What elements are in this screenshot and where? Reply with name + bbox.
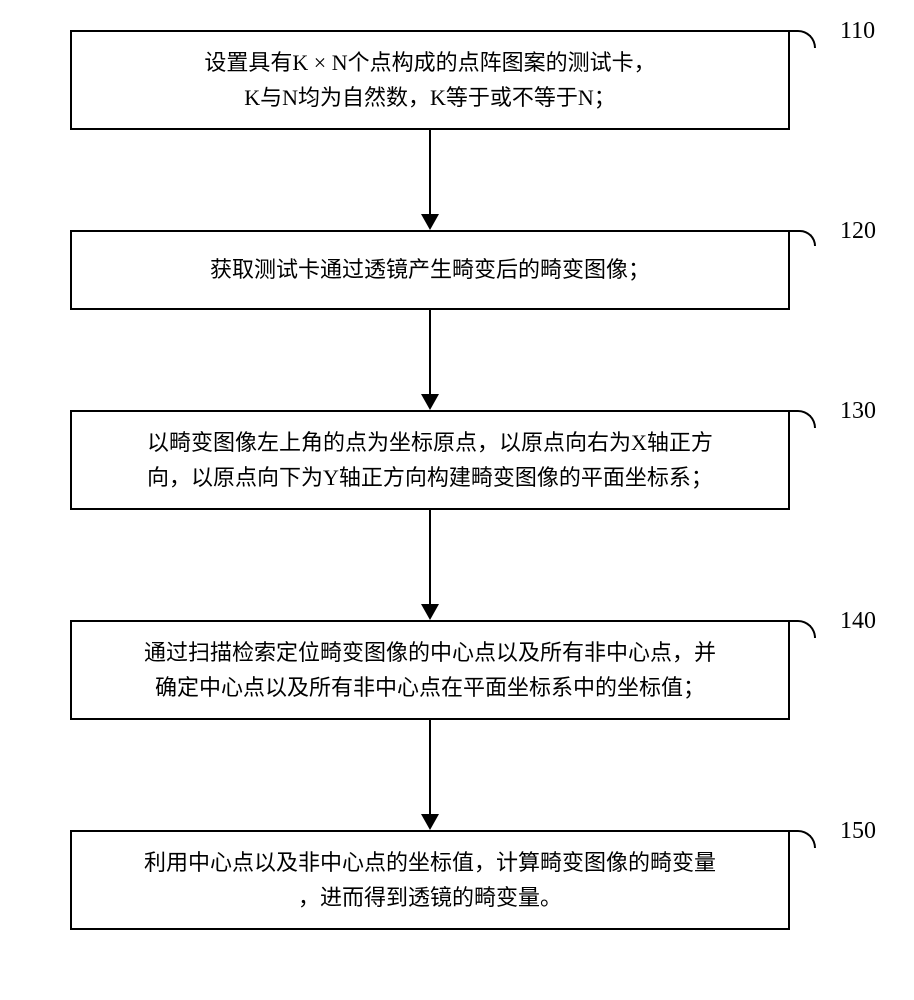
step-text: 设置具有K × N个点构成的点阵图案的测试卡， K与N均为自然数，K等于或不等于… — [204, 45, 655, 115]
step-label-140: 140 — [840, 608, 876, 635]
arrow-head-icon — [421, 604, 439, 620]
step-label-150: 150 — [840, 818, 876, 845]
bracket-150 — [790, 830, 816, 848]
text-line-2: 向，以原点向下为Y轴正方向构建畸变图像的平面坐标系； — [147, 465, 713, 490]
step-text: 利用中心点以及非中心点的坐标值，计算畸变图像的畸变量 ，进而得到透镜的畸变量。 — [144, 845, 716, 915]
step-label-120: 120 — [840, 218, 876, 245]
text-line-1: 以畸变图像左上角的点为坐标原点，以原点向右为X轴正方 — [147, 430, 713, 455]
text-line-1: 设置具有K × N个点构成的点阵图案的测试卡， — [204, 50, 655, 75]
flow-step-140: 通过扫描检索定位畸变图像的中心点以及所有非中心点，并 确定中心点以及所有非中心点… — [70, 620, 790, 720]
text-line-2: ，进而得到透镜的畸变量。 — [298, 885, 562, 910]
text-line-1: 获取测试卡通过透镜产生畸变后的畸变图像； — [210, 257, 650, 282]
text-line-1: 通过扫描检索定位畸变图像的中心点以及所有非中心点，并 — [144, 640, 716, 665]
step-text: 获取测试卡通过透镜产生畸变后的畸变图像； — [210, 252, 650, 287]
arrow-line — [429, 510, 431, 604]
step-text: 通过扫描检索定位畸变图像的中心点以及所有非中心点，并 确定中心点以及所有非中心点… — [144, 635, 716, 705]
arrow-line — [429, 130, 431, 214]
text-line-2: 确定中心点以及所有非中心点在平面坐标系中的坐标值； — [155, 675, 705, 700]
text-line-1: 利用中心点以及非中心点的坐标值，计算畸变图像的畸变量 — [144, 850, 716, 875]
step-label-130: 130 — [840, 398, 876, 425]
bracket-140 — [790, 620, 816, 638]
bracket-130 — [790, 410, 816, 428]
bracket-110 — [790, 30, 816, 48]
step-label-110: 110 — [840, 18, 875, 45]
arrow-head-icon — [421, 214, 439, 230]
step-text: 以畸变图像左上角的点为坐标原点，以原点向右为X轴正方 向，以原点向下为Y轴正方向… — [147, 425, 713, 495]
flow-step-150: 利用中心点以及非中心点的坐标值，计算畸变图像的畸变量 ，进而得到透镜的畸变量。 — [70, 830, 790, 930]
arrow-line — [429, 720, 431, 814]
flow-step-130: 以畸变图像左上角的点为坐标原点，以原点向右为X轴正方 向，以原点向下为Y轴正方向… — [70, 410, 790, 510]
arrow-head-icon — [421, 814, 439, 830]
flow-step-120: 获取测试卡通过透镜产生畸变后的畸变图像； — [70, 230, 790, 310]
bracket-120 — [790, 230, 816, 246]
arrow-line — [429, 310, 431, 394]
arrow-head-icon — [421, 394, 439, 410]
flow-step-110: 设置具有K × N个点构成的点阵图案的测试卡， K与N均为自然数，K等于或不等于… — [70, 30, 790, 130]
flowchart-container: 设置具有K × N个点构成的点阵图案的测试卡， K与N均为自然数，K等于或不等于… — [0, 0, 914, 1000]
text-line-2: K与N均为自然数，K等于或不等于N； — [244, 85, 616, 110]
